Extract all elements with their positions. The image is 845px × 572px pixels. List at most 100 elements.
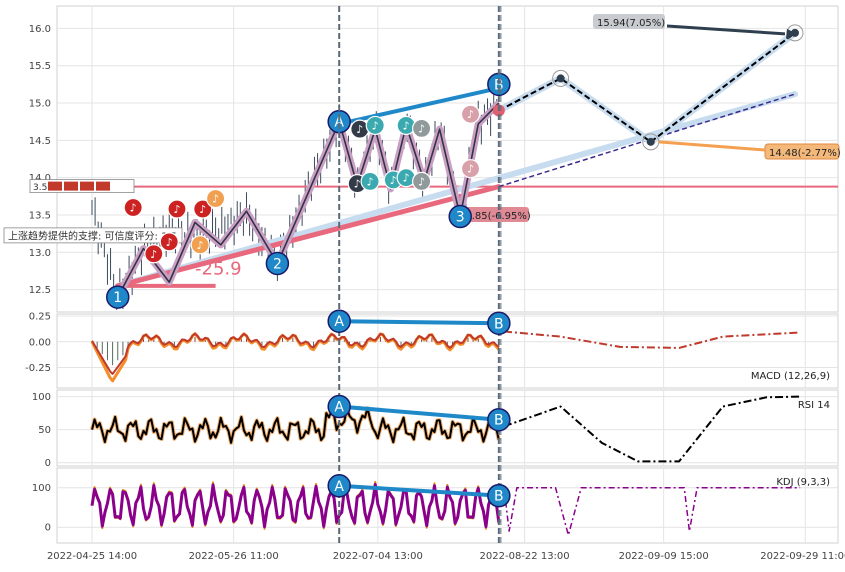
macd-panel: 0.25 0.00 -0.25 MACD (12,26,9) bbox=[25, 312, 830, 383]
divergence-overlay: A B A B A B bbox=[327, 6, 511, 543]
target-up-arrow bbox=[666, 24, 786, 36]
y-tick-label: 14.0 bbox=[29, 173, 51, 184]
x-axis: 2022-04-25 14:00 2022-05-26 11:00 2022-07-… bbox=[47, 551, 845, 562]
signal-marker-glyph: ♪ bbox=[467, 163, 474, 176]
target-down-label-box bbox=[455, 207, 529, 222]
signal-marker-glyph: ♪ bbox=[403, 172, 410, 185]
x-tick-label: 2022-08-22 13:00 bbox=[480, 551, 570, 562]
y-tick-label: 14.5 bbox=[29, 136, 51, 147]
signal-marker bbox=[159, 232, 179, 252]
kdj-panel: 100 0 KDJ (9,3,3) bbox=[32, 477, 830, 536]
y-tick-label: 0.00 bbox=[29, 337, 51, 348]
signal-marker bbox=[365, 115, 385, 136]
x-tick-label: 2022-09-29 11:00 bbox=[760, 551, 845, 562]
signal-marker bbox=[206, 188, 226, 209]
forecast-marker bbox=[556, 74, 565, 83]
signal-marker bbox=[167, 199, 187, 219]
signal-marker-glyph: ♪ bbox=[173, 203, 180, 216]
rsi-forecast bbox=[503, 395, 801, 463]
y-tick-label: 100 bbox=[32, 392, 51, 403]
divergence-line bbox=[339, 319, 499, 326]
target-up-arrowhead bbox=[785, 28, 797, 39]
support-note-box bbox=[3, 227, 183, 244]
y-tick-label: 0 bbox=[45, 458, 51, 469]
divergence-marker bbox=[487, 311, 511, 335]
support-label-glyph bbox=[64, 181, 78, 191]
y-tick-label: 13.5 bbox=[29, 210, 51, 221]
divergence-marker bbox=[327, 474, 351, 498]
y-tick-label: 15.0 bbox=[29, 99, 51, 110]
x-tick-label: 2022-05-26 11:00 bbox=[189, 551, 279, 562]
divergence-label: B bbox=[494, 413, 504, 429]
support-note: 上涨趋势提供的支撑: 可信度评分: 3.5 bbox=[8, 229, 177, 242]
signal-marker-glyph: ♪ bbox=[166, 236, 173, 249]
signal-marker-glyph: ♪ bbox=[197, 239, 204, 252]
macd-label: MACD (12,26,9) bbox=[751, 371, 830, 382]
y-tick-label: 0 bbox=[45, 523, 51, 534]
signal-marker-glyph: ♪ bbox=[372, 119, 379, 132]
divergence-marker bbox=[487, 483, 511, 508]
y-tick-label: 13.0 bbox=[29, 248, 51, 259]
signal-marker bbox=[190, 235, 210, 255]
target-mid-label: 14.48(-2.77%) bbox=[769, 148, 841, 159]
divergence-label: A bbox=[334, 479, 344, 495]
y-tick-label: 15.5 bbox=[29, 61, 51, 72]
signal-marker bbox=[460, 159, 481, 179]
divergence-label: A bbox=[334, 400, 344, 416]
signal-marker-glyph: ♪ bbox=[418, 175, 425, 188]
signal-marker bbox=[460, 104, 481, 124]
x-tick-label: 2022-07-04 13:00 bbox=[333, 551, 423, 562]
macd-dea-line bbox=[91, 332, 500, 375]
support-label: 3.5 bbox=[33, 183, 47, 193]
kdj-label: KDJ (9,3,3) bbox=[776, 477, 830, 488]
signal-marker-glyph: ♪ bbox=[403, 119, 410, 132]
signal-marker bbox=[144, 244, 164, 264]
signal-marker-glyph: ♪ bbox=[212, 193, 219, 206]
signal-marker-glyph: ♪ bbox=[354, 178, 361, 191]
y-tick-label: 50 bbox=[38, 425, 51, 436]
signal-marker bbox=[360, 171, 380, 191]
support-label-glyph bbox=[80, 181, 94, 191]
signal-marker-glyph: ♪ bbox=[367, 175, 374, 188]
wave-point-label: B bbox=[494, 77, 504, 93]
signal-marker bbox=[123, 197, 143, 218]
forecast-line bbox=[498, 32, 796, 144]
signal-marker bbox=[193, 199, 213, 219]
target-mid-arrow bbox=[658, 140, 766, 152]
divergence-marker bbox=[487, 407, 511, 432]
signal-marker-glyph: ♪ bbox=[418, 122, 425, 135]
forecast-marker bbox=[646, 137, 655, 146]
rsi-line bbox=[91, 406, 500, 444]
y-tick-label: 0.25 bbox=[29, 312, 51, 323]
target-mid-label-box bbox=[764, 143, 840, 160]
divergence-label: B bbox=[494, 489, 504, 505]
y-tick-label: 100 bbox=[32, 483, 51, 494]
forecast-marker-ring bbox=[552, 69, 570, 87]
price-panel: 12.5 13.0 13.5 14.0 14.5 15.0 15.5 16.0 3.5 上涨趋势提… bbox=[3, 14, 841, 310]
wave-point-label: 3 bbox=[456, 209, 465, 225]
target-down-label: 13.85(-6.95%) bbox=[459, 211, 531, 222]
trend-support-line bbox=[115, 184, 502, 289]
signal-marker-glyph: ♪ bbox=[199, 203, 206, 216]
rsi-panel: 100 50 0 RSI 14 bbox=[32, 392, 830, 469]
y-tick-label: 12.5 bbox=[29, 285, 51, 296]
signal-marker bbox=[412, 171, 432, 191]
pct-label: -25.9 bbox=[195, 259, 242, 280]
y-tick-label: 16.0 bbox=[29, 24, 51, 35]
signal-marker-glyph: ♪ bbox=[130, 202, 137, 215]
macd-frame bbox=[56, 313, 839, 389]
wave-point-marker bbox=[106, 285, 130, 309]
grid-layer bbox=[56, 5, 839, 544]
signal-marker-glyph: ♪ bbox=[150, 248, 157, 261]
wave-point-marker bbox=[448, 204, 472, 229]
y-tick-label: -0.25 bbox=[25, 363, 51, 374]
divergence-line bbox=[339, 404, 500, 422]
divergence-line bbox=[339, 483, 499, 498]
target-up-label: 15.94(7.05%) bbox=[597, 18, 665, 29]
wave-point-label: 2 bbox=[273, 256, 282, 272]
support-label-glyph bbox=[96, 181, 110, 191]
support-label-glyph bbox=[48, 181, 62, 191]
divergence-label: B bbox=[494, 316, 504, 332]
